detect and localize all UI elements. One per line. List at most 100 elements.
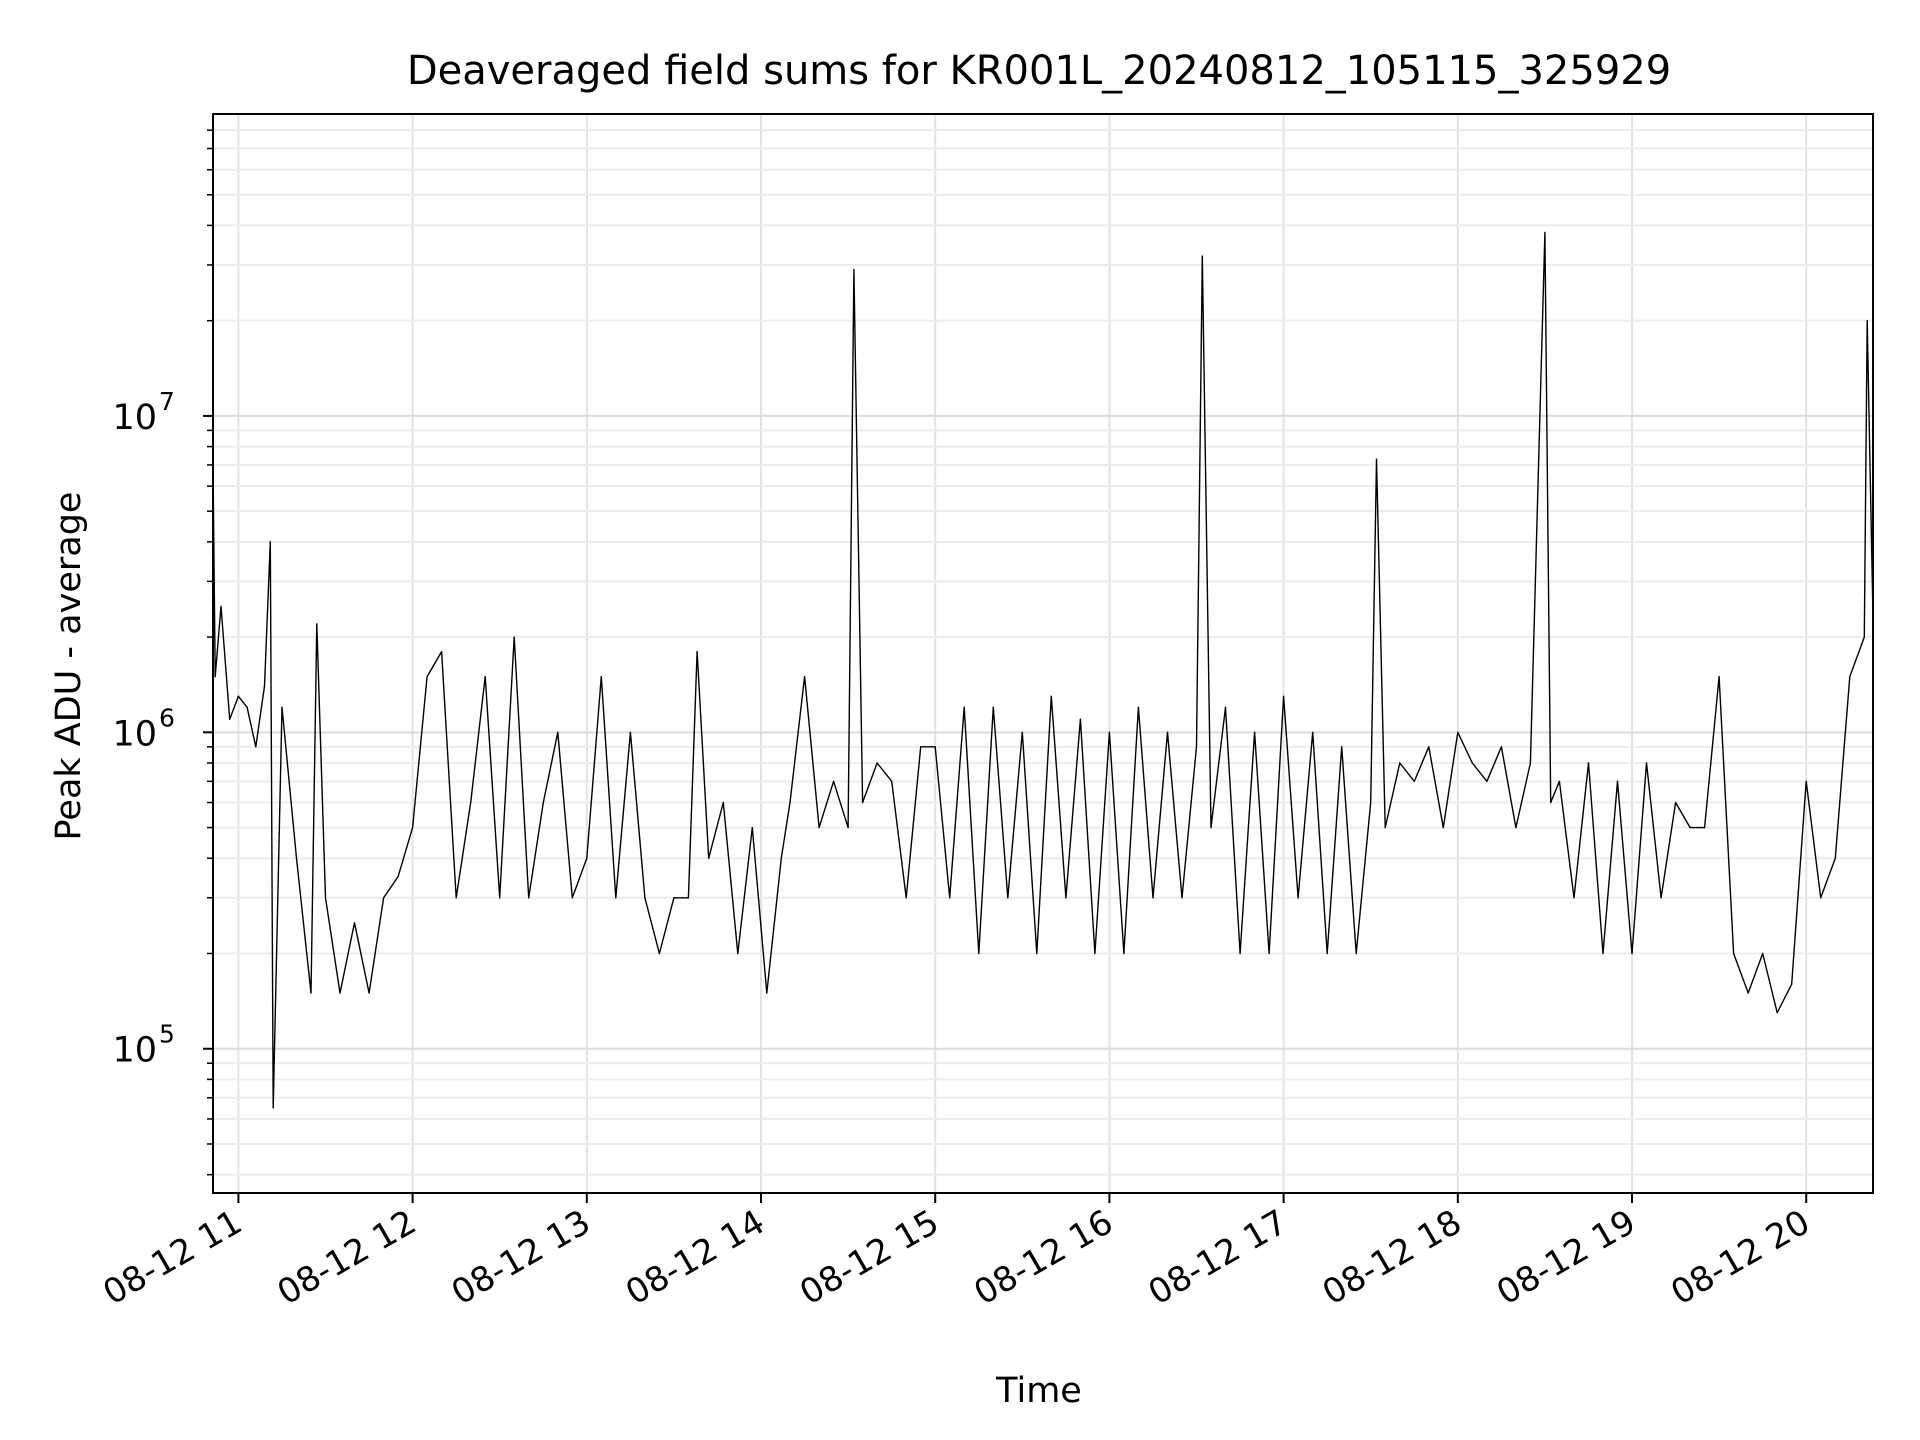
data-point [1849,676,1851,678]
data-point [1007,897,1009,899]
data-point [1036,952,1038,955]
data-point [1326,952,1328,955]
data-point [557,731,559,733]
data-point [818,826,820,829]
data-point [978,952,980,955]
data-point [751,826,753,829]
data-point [316,623,318,625]
data-point [1515,826,1517,829]
data-point [992,706,994,708]
data-point [1297,897,1299,899]
data-point [263,685,266,687]
data-point [1065,897,1067,899]
data-point [1791,983,1793,985]
data-point [397,875,399,878]
data-point [934,746,936,748]
data-point [920,746,922,748]
data-point [1413,780,1415,782]
data-point [658,952,660,955]
data-point [847,826,849,829]
data-point [1457,731,1459,733]
data-point [1399,762,1401,764]
data-point [368,992,370,994]
data-point [1384,826,1386,829]
data-point [513,636,515,638]
data-point [484,676,486,678]
data-point [1355,952,1357,955]
data-point [1471,762,1473,764]
series-line [212,231,1874,1109]
data-point [586,857,588,859]
data-point [1550,801,1552,804]
data-point [1500,746,1502,748]
data-point [789,801,791,804]
data-point [1021,731,1023,733]
data-point [1428,746,1430,748]
data-point [1108,731,1111,733]
data-point [220,605,222,608]
data-point [1704,826,1706,829]
data-point [1201,255,1203,257]
data-point [528,897,530,899]
data-point [1834,857,1836,859]
grid-lines [213,114,1873,1193]
data-point [708,857,710,859]
data-point [780,857,782,859]
data-point [1863,636,1865,638]
data-point [1239,952,1241,955]
data-point [696,650,698,653]
data-point [1253,731,1256,733]
data-point [1587,762,1590,764]
data-point [1050,695,1052,697]
data-point [600,676,602,678]
data-point [1631,952,1633,955]
data-point [615,897,617,899]
data-point [229,718,231,720]
data-point [1181,897,1183,899]
data-point [1747,992,1749,994]
y-tick-label: 10 [112,1031,157,1071]
series-layer [212,231,1874,1109]
data-point [1094,952,1096,955]
data-point [455,897,457,899]
data-point [499,897,501,899]
y-tick-label-base: 10 [112,398,157,438]
data-point [722,801,724,804]
data-point [1152,897,1154,899]
data-point [949,897,951,899]
data-point [255,746,257,748]
data-point [470,801,472,804]
data-point [1866,320,1868,322]
data-point [1123,952,1125,955]
data-point [629,731,631,733]
data-point [1805,780,1807,782]
data-point [1602,952,1604,955]
y-tick-label-exponent: 7 [159,387,175,416]
data-point [1674,801,1677,804]
y-tick-label: 10 [112,714,157,754]
data-point [295,857,298,859]
data-point [339,992,341,994]
data-point [1210,826,1212,829]
data-point [644,897,646,899]
data-point [281,706,283,708]
data-point [1166,731,1169,733]
y-tick-label-exponent: 5 [159,1020,175,1049]
data-point [246,706,248,708]
chart-title: Deaveraged field sums for KR001L_2024081… [407,48,1671,94]
data-point [214,676,216,678]
data-point [1370,801,1372,804]
data-point [803,676,806,678]
data-point [1733,952,1735,955]
data-point [1820,897,1822,899]
y-tick-label-base: 10 [112,1031,157,1071]
data-point [1079,718,1081,720]
data-point [853,269,855,271]
data-point [1137,706,1140,708]
data-point [905,897,907,899]
data-point [1776,1012,1778,1014]
data-point [687,897,690,899]
data-point [269,541,271,543]
data-point [1689,826,1691,829]
data-point [237,695,240,697]
